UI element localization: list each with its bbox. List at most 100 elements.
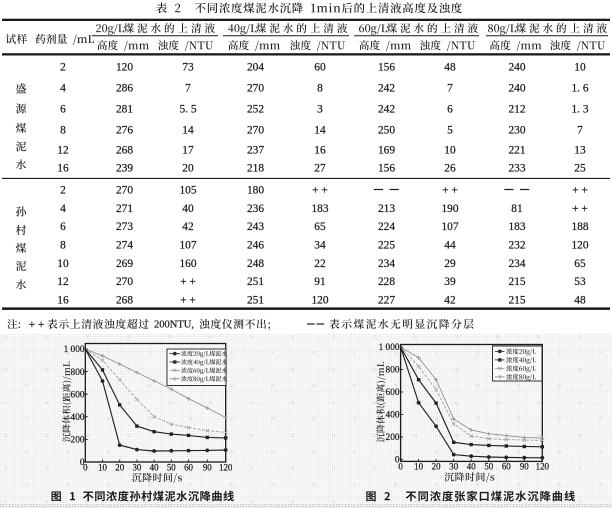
- svg-text:13: 13: [574, 144, 586, 156]
- svg-text:42: 42: [182, 221, 194, 233]
- svg-text:10: 10: [57, 258, 69, 270]
- svg-text:6: 6: [60, 221, 66, 233]
- svg-text:212: 212: [508, 104, 525, 116]
- svg-text:39: 39: [444, 276, 456, 288]
- svg-text:90: 90: [520, 462, 529, 472]
- svg-text:248: 248: [247, 258, 264, 270]
- svg-text:5: 5: [447, 124, 453, 136]
- svg-text:107: 107: [179, 240, 196, 252]
- svg-text:20: 20: [432, 462, 441, 472]
- svg-text:7: 7: [185, 83, 191, 95]
- svg-text:286: 286: [116, 83, 133, 95]
- svg-text:53: 53: [574, 276, 586, 288]
- svg-text:169: 169: [378, 144, 395, 156]
- svg-text:270: 270: [247, 83, 264, 95]
- svg-text:1 000: 1 000: [379, 343, 400, 353]
- svg-text:233: 233: [508, 162, 525, 174]
- svg-text:60: 60: [184, 462, 193, 472]
- svg-text:6: 6: [60, 104, 66, 116]
- svg-text:40: 40: [150, 462, 159, 472]
- svg-text:274: 274: [116, 240, 133, 252]
- svg-text:180: 180: [247, 184, 264, 196]
- svg-text:120: 120: [219, 462, 233, 472]
- svg-text:232: 232: [508, 240, 525, 252]
- svg-text:800: 800: [71, 368, 85, 378]
- svg-text:281: 281: [116, 104, 133, 116]
- svg-text:234: 234: [508, 258, 525, 270]
- svg-text:107: 107: [441, 221, 458, 233]
- svg-text:12: 12: [57, 276, 69, 288]
- svg-text:+ +: + +: [442, 184, 458, 196]
- svg-text:240: 240: [508, 61, 525, 73]
- svg-text:237: 237: [247, 144, 264, 156]
- svg-text:10: 10: [444, 144, 456, 156]
- svg-text:12: 12: [57, 144, 69, 156]
- svg-text:30: 30: [449, 462, 458, 472]
- svg-text:268: 268: [116, 144, 133, 156]
- svg-text:+ +: + +: [572, 184, 588, 196]
- svg-text:190: 190: [441, 203, 458, 215]
- svg-text:246: 246: [247, 240, 264, 252]
- svg-text:243: 243: [247, 221, 264, 233]
- svg-text:600: 600: [71, 390, 85, 400]
- svg-text:73: 73: [182, 61, 194, 73]
- svg-text:60: 60: [314, 61, 326, 73]
- svg-text:50: 50: [167, 462, 176, 472]
- svg-text:7: 7: [447, 83, 453, 95]
- svg-text:400: 400: [71, 413, 85, 423]
- svg-text:16: 16: [314, 144, 326, 156]
- svg-text:0: 0: [83, 462, 88, 472]
- svg-text:34: 34: [314, 240, 326, 252]
- svg-text:156: 156: [378, 61, 395, 73]
- svg-text:183: 183: [311, 203, 328, 215]
- svg-text:251: 251: [247, 294, 264, 306]
- svg-text:268: 268: [116, 294, 133, 306]
- svg-text:+ +: + +: [180, 276, 196, 288]
- svg-text:8: 8: [60, 240, 66, 252]
- svg-text:90: 90: [203, 462, 212, 472]
- svg-text:242: 242: [378, 83, 395, 95]
- svg-text:215: 215: [508, 276, 525, 288]
- svg-text:227: 227: [378, 294, 395, 306]
- svg-text:25: 25: [574, 162, 586, 174]
- svg-text:600: 600: [386, 388, 400, 398]
- svg-text:20: 20: [115, 462, 124, 472]
- svg-text:0: 0: [80, 458, 85, 468]
- svg-text:270: 270: [116, 184, 133, 196]
- svg-text:218: 218: [247, 162, 264, 174]
- svg-text:200: 200: [386, 433, 400, 443]
- svg-text:81: 81: [511, 203, 523, 215]
- svg-text:91: 91: [314, 276, 326, 288]
- svg-text:204: 204: [247, 61, 264, 73]
- svg-text:40: 40: [182, 203, 194, 215]
- svg-text:240: 240: [508, 83, 525, 95]
- svg-text:213: 213: [378, 203, 395, 215]
- svg-text:270: 270: [247, 124, 264, 136]
- svg-text:42: 42: [444, 294, 456, 306]
- svg-text:26: 26: [444, 162, 456, 174]
- svg-text:16: 16: [57, 294, 69, 306]
- svg-text:0: 0: [395, 456, 400, 466]
- svg-text:269: 269: [116, 258, 133, 270]
- svg-text:8: 8: [60, 124, 66, 136]
- svg-text:250: 250: [378, 124, 395, 136]
- svg-text:276: 276: [116, 124, 133, 136]
- svg-text:30: 30: [132, 462, 141, 472]
- svg-text:242: 242: [378, 104, 395, 116]
- svg-text:27: 27: [314, 162, 326, 174]
- svg-text:200NTU,: 200NTU,: [154, 320, 194, 331]
- svg-text:44: 44: [444, 240, 456, 252]
- svg-text:183: 183: [508, 221, 525, 233]
- svg-text:+ +: + +: [29, 319, 45, 331]
- svg-text:800: 800: [386, 366, 400, 376]
- svg-text:120: 120: [116, 61, 133, 73]
- svg-text:20: 20: [182, 162, 194, 174]
- svg-text:270: 270: [116, 276, 133, 288]
- svg-text:105: 105: [179, 184, 196, 196]
- svg-text:14: 14: [182, 124, 194, 136]
- svg-text:+ +: + +: [312, 184, 328, 196]
- svg-text:5. 5: 5. 5: [179, 104, 196, 116]
- svg-text:8: 8: [317, 83, 323, 95]
- svg-text:48: 48: [444, 61, 456, 73]
- svg-text:252: 252: [247, 104, 264, 116]
